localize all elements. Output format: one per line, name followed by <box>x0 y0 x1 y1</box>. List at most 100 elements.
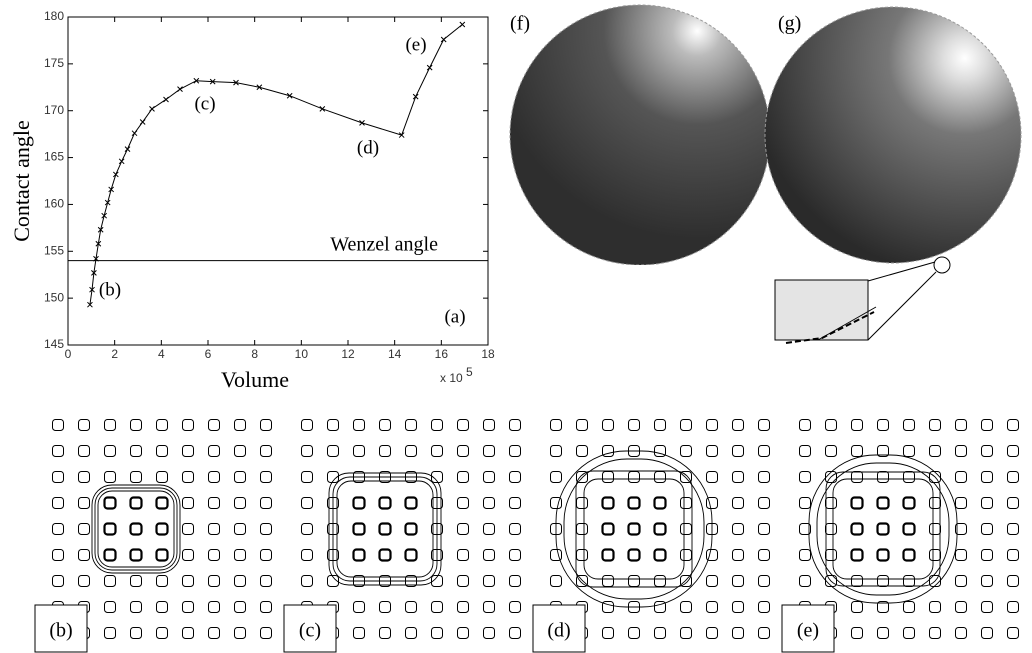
x-tick-label: 18 <box>481 347 495 361</box>
contact-line <box>808 454 958 604</box>
pillar <box>509 419 521 431</box>
pillar <box>155 522 169 536</box>
reference-label: Wenzel angle <box>330 233 438 255</box>
pillar <box>732 549 744 561</box>
pillar <box>509 575 521 587</box>
pillar <box>732 575 744 587</box>
contact-line <box>328 472 442 586</box>
pillar <box>902 522 916 536</box>
data-marker <box>101 212 108 219</box>
pillar <box>680 419 692 431</box>
pillar <box>301 549 313 561</box>
x-scale-exponent: 5 <box>466 365 473 379</box>
pillar <box>981 497 993 509</box>
pillar <box>851 471 863 483</box>
pillar <box>732 419 744 431</box>
contact-line <box>563 458 705 600</box>
sphere-label: (g) <box>778 13 801 35</box>
contact-line <box>816 462 950 596</box>
x-tick-label: 12 <box>341 347 355 361</box>
annotation: (c) <box>194 93 215 114</box>
pillar <box>431 627 443 639</box>
pillar <box>602 471 614 483</box>
pillar <box>902 496 916 510</box>
pillar <box>509 471 521 483</box>
pillar <box>379 419 391 431</box>
pillar <box>208 601 220 613</box>
pillar <box>680 523 692 535</box>
pillar <box>680 445 692 457</box>
pillar <box>680 549 692 561</box>
pillar <box>379 445 391 457</box>
pillar <box>627 548 641 562</box>
pillar <box>601 548 615 562</box>
pillar <box>602 445 614 457</box>
pillar <box>260 471 272 483</box>
pillar <box>52 445 64 457</box>
pillar <box>851 419 863 431</box>
pillar <box>877 445 889 457</box>
pillar <box>955 523 967 535</box>
data-marker <box>139 119 146 125</box>
pillar <box>654 445 666 457</box>
plot-frame <box>67 16 489 346</box>
pillar <box>234 601 246 613</box>
data-marker <box>93 255 99 262</box>
data-marker <box>193 77 200 84</box>
pillar <box>680 471 692 483</box>
pillar <box>825 419 837 431</box>
pillar <box>955 445 967 457</box>
data-marker <box>108 186 115 193</box>
pillar <box>301 497 313 509</box>
data-marker <box>459 21 466 28</box>
pillar <box>799 497 811 509</box>
pillar <box>78 471 90 483</box>
pillar <box>155 548 169 562</box>
pillar <box>653 496 667 510</box>
pillar-pattern: (c) <box>283 419 521 653</box>
pillar <box>876 496 890 510</box>
pillar <box>431 445 443 457</box>
annotation: (d) <box>357 137 379 158</box>
pillar <box>104 627 116 639</box>
pillar <box>732 471 744 483</box>
pillar <box>799 523 811 535</box>
data-marker <box>104 199 111 206</box>
pillar <box>156 419 168 431</box>
pillar <box>758 471 770 483</box>
pattern-label: (d) <box>547 620 570 642</box>
pattern-label: (c) <box>299 620 321 642</box>
pillar <box>851 601 863 613</box>
pillar <box>208 523 220 535</box>
pillar <box>208 419 220 431</box>
pillar <box>509 523 521 535</box>
pillar <box>352 522 366 536</box>
pillar <box>509 445 521 457</box>
pillar <box>981 601 993 613</box>
pillar <box>353 419 365 431</box>
data-marker <box>131 130 138 137</box>
pillar <box>352 548 366 562</box>
pillar <box>758 523 770 535</box>
pillar <box>483 627 495 639</box>
pillar <box>929 627 941 639</box>
data-marker <box>95 240 102 247</box>
pillar <box>301 575 313 587</box>
contact-line <box>575 470 693 588</box>
pillar <box>483 497 495 509</box>
pillar <box>653 522 667 536</box>
pillar <box>799 419 811 431</box>
data-line <box>89 24 463 305</box>
pillar <box>327 471 339 483</box>
pillar <box>405 445 417 457</box>
pillar <box>628 575 640 587</box>
pillar <box>156 601 168 613</box>
data-marker <box>124 146 131 152</box>
pillar <box>378 496 392 510</box>
pillar <box>877 575 889 587</box>
contact-line <box>583 478 685 580</box>
pillar-pattern: (d) <box>532 419 770 653</box>
data-marker <box>87 301 93 308</box>
data-marker <box>412 93 419 100</box>
pillar <box>799 471 811 483</box>
